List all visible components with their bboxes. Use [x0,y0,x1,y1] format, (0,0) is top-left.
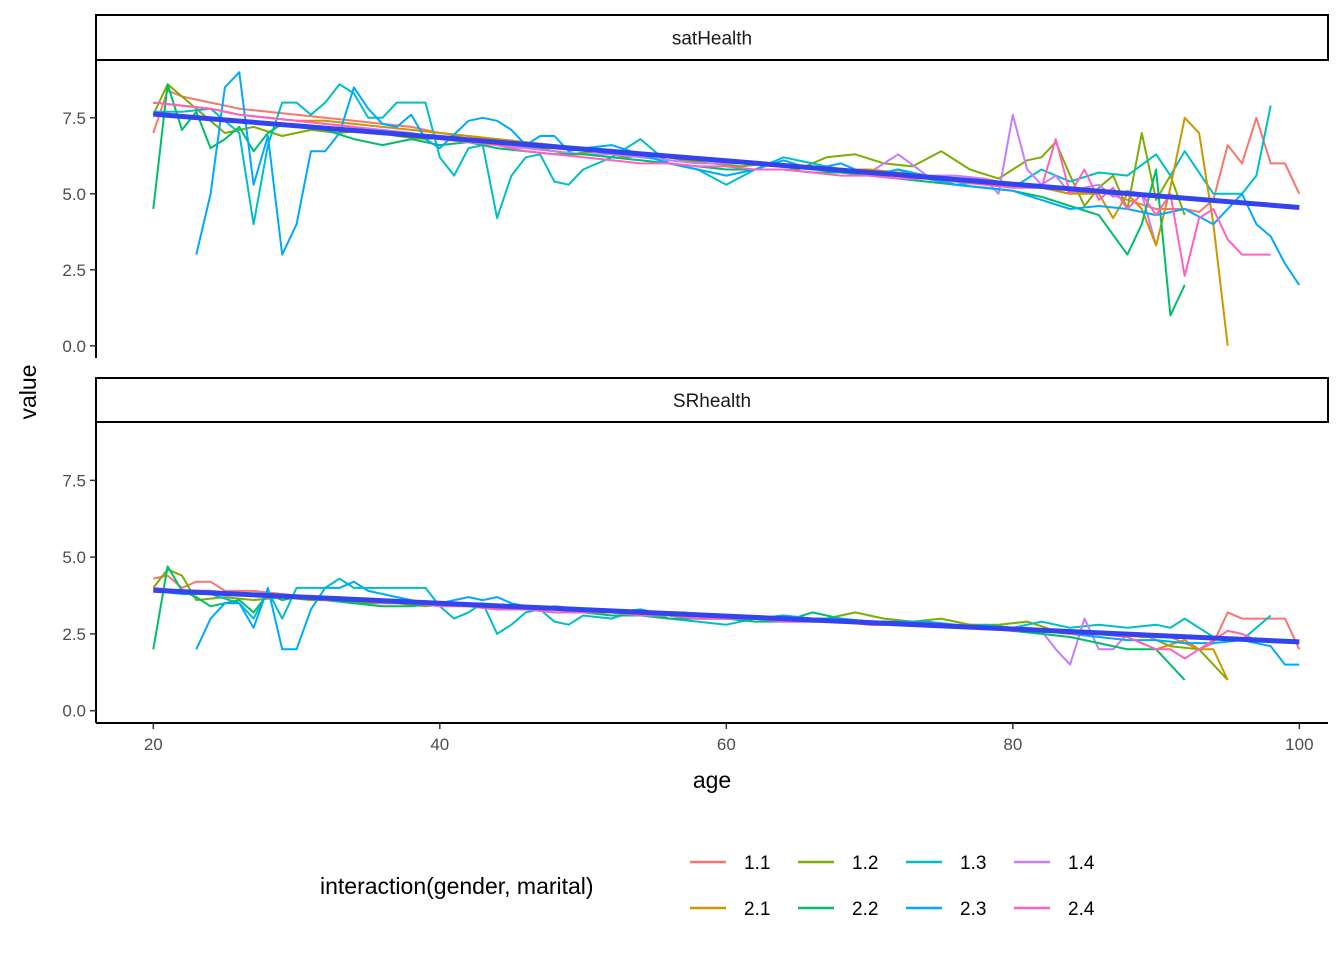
strip-label: SRhealth [673,391,751,412]
x-axis-title: age [693,767,731,793]
panel-data [152,565,1301,681]
x-tick-label: 100 [1285,735,1313,754]
series-line-2.3 [195,71,1301,286]
series-line-1.3 [153,83,1272,226]
legend-label: 1.1 [744,853,770,874]
y-tick-label: 2.5 [62,261,86,280]
strip-box [95,14,1329,61]
panel-satHealth: satHealth 0.0 2.5 5.0 7.5 [62,14,1329,358]
panel-data [152,71,1301,346]
y-tick-label: 7.5 [62,471,86,490]
legend: interaction(gender, marital) 1.1 1.2 1.3 1.4… [320,853,1095,920]
legend-label: 2.4 [1068,899,1095,920]
series-line-2.2 [152,83,1186,317]
y-tick-label: 7.5 [62,109,86,128]
trend-line [153,111,1300,210]
legend-title: interaction(gender, marital) [320,873,594,899]
series-line-1.1 [153,574,1301,651]
series-line-2.3 [195,580,1300,666]
y-tick-label: 0.0 [62,702,86,721]
y-tick-label: 5.0 [62,548,86,567]
trend-line [153,587,1300,645]
y-axis-title: value [15,365,41,420]
y-tick-label: 2.5 [62,625,86,644]
series-line-1.2 [152,568,1229,681]
series-line-1.3 [153,577,1272,642]
legend-label: 2.3 [960,899,986,920]
y-tick-label: 0.0 [62,337,86,356]
legend-label: 2.2 [852,899,878,920]
series-line-2.1 [153,101,1229,346]
legend-label: 2.1 [744,899,770,920]
x-tick-label: 80 [1003,735,1022,754]
x-tick-label: 20 [144,735,163,754]
legend-label: 1.2 [852,853,878,874]
x-tick-label: 60 [717,735,736,754]
panel-SRhealth: SRhealth 0.0 2.5 5.0 7.5 [62,377,1329,723]
legend-label: 1.3 [960,853,986,874]
legend-label: 1.4 [1068,853,1095,874]
x-tick-label: 40 [430,735,449,754]
strip-label: satHealth [672,29,752,50]
strip-box [95,377,1329,423]
y-tick-label: 5.0 [62,185,86,204]
